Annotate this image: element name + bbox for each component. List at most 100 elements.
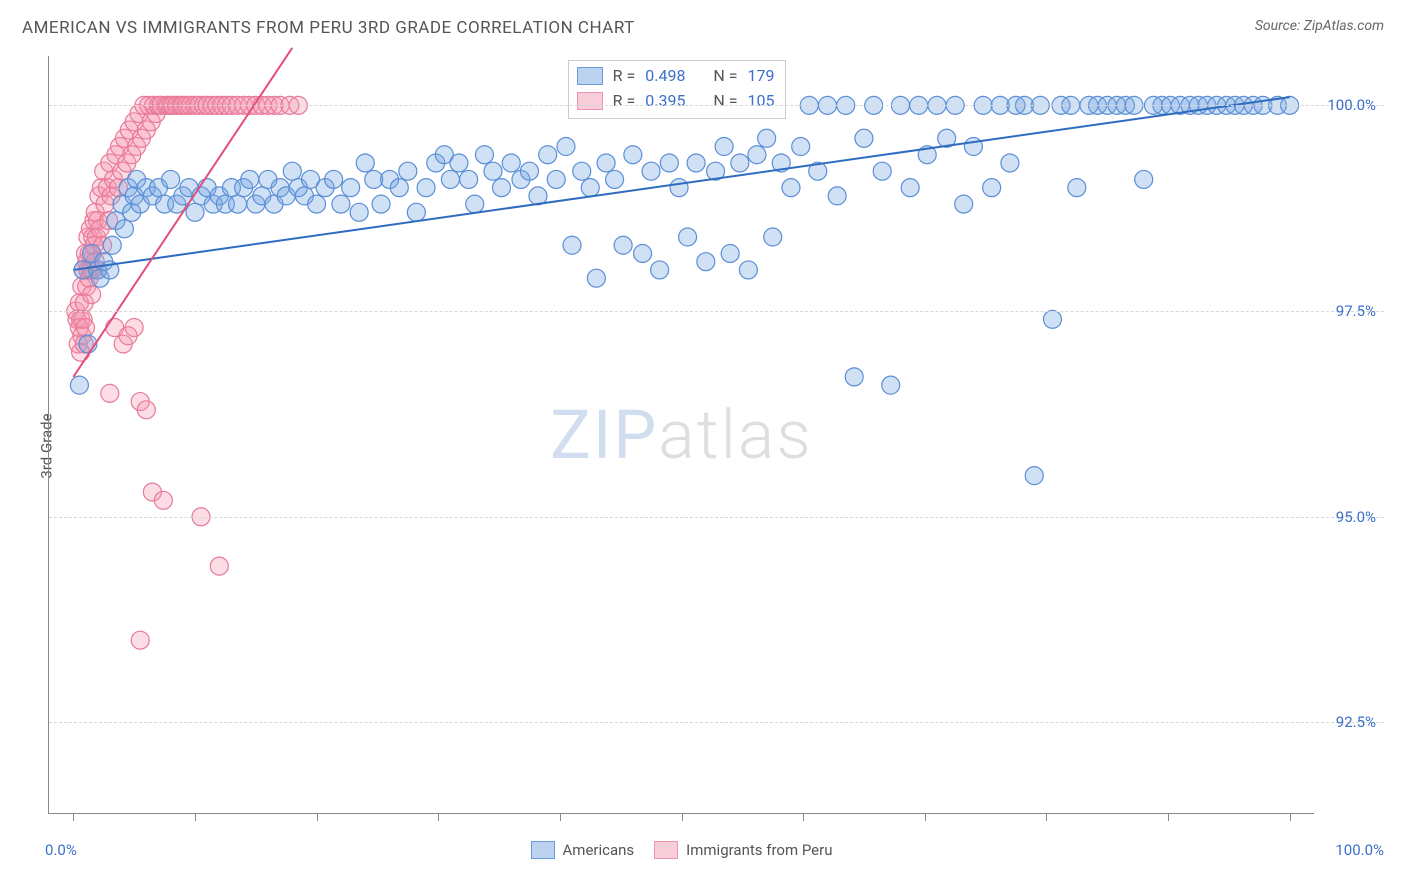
scatter-point-americans: [758, 129, 776, 147]
scatter-point-americans: [764, 228, 782, 246]
chart-source: Source: ZipAtlas.com: [1255, 18, 1384, 34]
scatter-point-americans: [70, 376, 88, 394]
scatter-point-americans: [492, 179, 510, 197]
scatter-point-americans: [350, 203, 368, 221]
x-tick: [1046, 813, 1047, 821]
scatter-point-americans: [283, 162, 301, 180]
scatter-point-americans: [103, 236, 121, 254]
source-label: Source:: [1255, 18, 1304, 34]
r-label: R =: [613, 89, 636, 114]
scatter-point-americans: [1043, 310, 1061, 328]
scatter-point-americans: [651, 261, 669, 279]
scatter-point-americans: [731, 154, 749, 172]
scatter-point-americans: [520, 162, 538, 180]
scatter-point-peru: [76, 319, 94, 337]
scatter-point-americans: [325, 170, 343, 188]
scatter-point-americans: [332, 195, 350, 213]
x-tick: [317, 813, 318, 821]
gridline: [49, 105, 1384, 106]
legend-swatch-peru: [577, 92, 603, 110]
scatter-point-americans: [563, 236, 581, 254]
scatter-point-americans: [581, 179, 599, 197]
y-tick-label: 97.5%: [1336, 302, 1376, 320]
scatter-point-americans: [1001, 154, 1019, 172]
scatter-point-americans: [417, 179, 435, 197]
x-tick: [803, 813, 804, 821]
scatter-point-americans: [573, 162, 591, 180]
y-tick-label: 95.0%: [1336, 508, 1376, 526]
scatter-point-americans: [466, 195, 484, 213]
scatter-point-americans: [624, 146, 642, 164]
gridline: [49, 311, 1384, 312]
scatter-point-americans: [502, 154, 520, 172]
correlation-legend-row-americans: R = 0.498 N = 179: [577, 64, 775, 89]
source-name: ZipAtlas.com: [1304, 18, 1384, 34]
scatter-point-americans: [882, 376, 900, 394]
scatter-point-americans: [1068, 179, 1086, 197]
n-label: N =: [713, 64, 737, 89]
correlation-legend-row-peru: R = 0.395 N = 105: [577, 89, 775, 114]
scatter-point-americans: [460, 170, 478, 188]
scatter-point-americans: [241, 170, 259, 188]
series-legend: Americans Immigrants from Peru: [49, 841, 1314, 859]
chart-area: 3rd Grade ZIPatlas R = 0.498 N = 179 R =…: [48, 56, 1384, 836]
gridline: [49, 722, 1384, 723]
scatter-point-americans: [186, 203, 204, 221]
scatter-point-americans: [587, 269, 605, 287]
scatter-point-americans: [983, 179, 1001, 197]
scatter-point-peru: [137, 401, 155, 419]
scatter-point-americans: [1135, 170, 1153, 188]
gridline: [49, 517, 1384, 518]
legend-swatch-icon: [654, 841, 678, 859]
legend-item-peru: Immigrants from Peru: [654, 841, 832, 859]
r-label: R =: [613, 64, 636, 89]
scatter-point-americans: [634, 244, 652, 262]
scatter-point-americans: [342, 179, 360, 197]
legend-swatch-americans: [577, 67, 603, 85]
plot-area: ZIPatlas R = 0.498 N = 179 R = 0.395 N =…: [48, 56, 1314, 814]
x-tick: [925, 813, 926, 821]
r-value-americans: 0.498: [645, 64, 685, 89]
scatter-point-americans: [748, 146, 766, 164]
x-tick: [1290, 813, 1291, 821]
scatter-point-americans: [642, 162, 660, 180]
scatter-point-peru: [131, 631, 149, 649]
y-tick-label: 92.5%: [1336, 713, 1376, 731]
scatter-point-americans: [679, 228, 697, 246]
scatter-point-americans: [399, 162, 417, 180]
chart-title: AMERICAN VS IMMIGRANTS FROM PERU 3RD GRA…: [22, 18, 635, 38]
scatter-point-americans: [1025, 467, 1043, 485]
scatter-point-americans: [372, 195, 390, 213]
chart-header: AMERICAN VS IMMIGRANTS FROM PERU 3RD GRA…: [0, 0, 1406, 46]
x-tick: [438, 813, 439, 821]
scatter-point-americans: [450, 154, 468, 172]
x-tick: [682, 813, 683, 821]
x-tick: [195, 813, 196, 821]
scatter-point-americans: [547, 170, 565, 188]
correlation-legend: R = 0.498 N = 179 R = 0.395 N = 105: [568, 60, 786, 119]
scatter-point-americans: [660, 154, 678, 172]
scatter-point-americans: [614, 236, 632, 254]
scatter-point-americans: [873, 162, 891, 180]
scatter-svg-layer: [49, 56, 1314, 813]
scatter-point-americans: [475, 146, 493, 164]
legend-label-peru: Immigrants from Peru: [686, 841, 832, 859]
scatter-point-americans: [845, 368, 863, 386]
scatter-point-americans: [539, 146, 557, 164]
scatter-point-americans: [792, 138, 810, 156]
scatter-point-peru: [125, 319, 143, 337]
scatter-point-americans: [162, 170, 180, 188]
legend-swatch-icon: [531, 841, 555, 859]
scatter-point-americans: [715, 138, 733, 156]
legend-label-americans: Americans: [563, 841, 635, 859]
scatter-point-americans: [390, 179, 408, 197]
scatter-point-americans: [721, 244, 739, 262]
scatter-point-americans: [828, 187, 846, 205]
scatter-point-americans: [407, 203, 425, 221]
n-label: N =: [713, 89, 737, 114]
scatter-point-peru: [154, 491, 172, 509]
scatter-point-peru: [101, 384, 119, 402]
scatter-point-americans: [597, 154, 615, 172]
scatter-point-americans: [441, 170, 459, 188]
scatter-point-americans: [955, 195, 973, 213]
